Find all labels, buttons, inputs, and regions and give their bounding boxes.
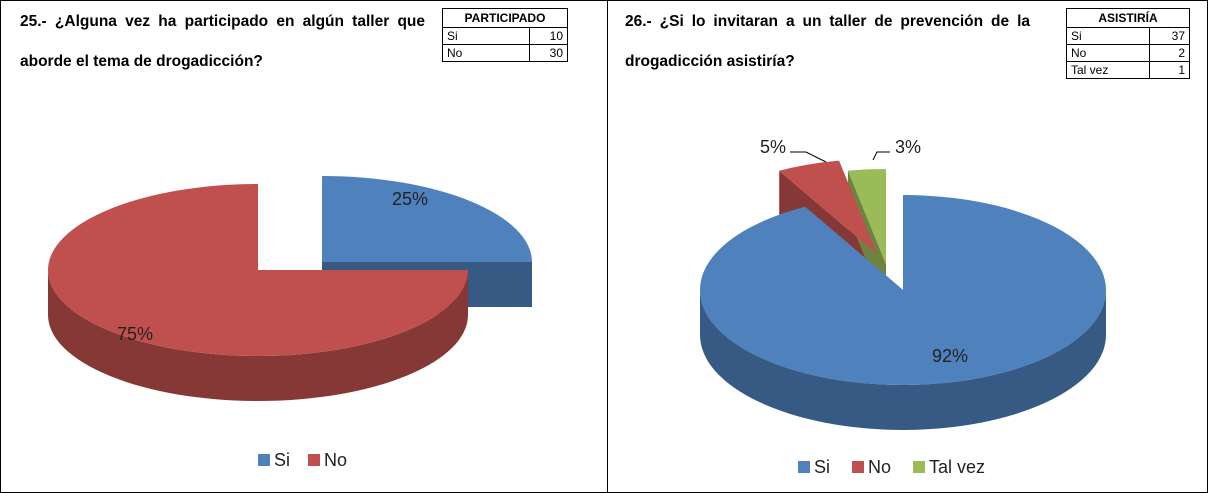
table-cell: 37 xyxy=(1149,27,1190,45)
table-cell: No xyxy=(1066,44,1150,62)
table-row: Si 10 xyxy=(442,27,568,45)
table-cell: Tal vez xyxy=(1066,61,1150,79)
legend-label: No xyxy=(868,457,891,477)
table-row: Tal vez 1 xyxy=(1066,61,1190,79)
pie-tops xyxy=(700,160,1107,385)
table-header: ASISTIRÍA xyxy=(1066,8,1190,28)
data-label: 3% xyxy=(895,137,921,157)
table-cell: 2 xyxy=(1149,44,1190,62)
table-cell: Si xyxy=(442,27,530,45)
data-table: PARTICIPADO Si 10 No 30 xyxy=(442,8,568,62)
slice-top xyxy=(322,176,532,262)
legend-swatch xyxy=(852,461,865,473)
table-header-row: PARTICIPADO xyxy=(442,8,568,28)
leader-line xyxy=(790,151,827,163)
leader-line xyxy=(872,151,890,161)
slice-side xyxy=(700,290,1106,430)
table-row: No 30 xyxy=(442,44,568,62)
table-cell: 30 xyxy=(529,44,568,62)
table-cell: 1 xyxy=(1149,61,1190,79)
legend-swatch xyxy=(258,454,270,466)
pie xyxy=(700,160,1107,430)
legend-swatch xyxy=(913,461,926,473)
table-header: PARTICIPADO xyxy=(442,8,568,28)
legend-label: Si xyxy=(274,450,290,470)
table-cell: No xyxy=(442,44,530,62)
legend-swatch xyxy=(308,454,321,466)
legend-label: No xyxy=(324,450,347,470)
slice-top xyxy=(847,169,886,264)
data-label: 5% xyxy=(760,137,786,157)
legend-label: Tal vez xyxy=(929,457,985,477)
slice-top xyxy=(48,184,468,356)
table-cell: Si xyxy=(1066,27,1150,45)
pie xyxy=(48,176,532,401)
data-label: 92% xyxy=(932,346,968,366)
slice-top xyxy=(779,160,877,254)
pie-tops xyxy=(48,176,532,356)
data-table: ASISTIRÍA Si 37 No 2 Tal vez 1 xyxy=(1066,8,1190,79)
question: 26.- ¿Si lo invitaran a un taller de pre… xyxy=(625,13,1030,70)
legend-label: Si xyxy=(814,457,830,477)
slice-top xyxy=(700,195,1107,385)
question: 25.- ¿Alguna vez ha participado en algún… xyxy=(20,13,425,70)
table-header-row: ASISTIRÍA xyxy=(1066,8,1190,28)
legend-swatch xyxy=(798,461,810,473)
table-row: Si 37 xyxy=(1066,27,1190,45)
slice-side xyxy=(48,270,468,401)
table-row: No 2 xyxy=(1066,44,1190,62)
data-label: 25% xyxy=(392,189,428,209)
data-label: 75% xyxy=(117,324,153,344)
table-cell: 10 xyxy=(529,27,568,45)
